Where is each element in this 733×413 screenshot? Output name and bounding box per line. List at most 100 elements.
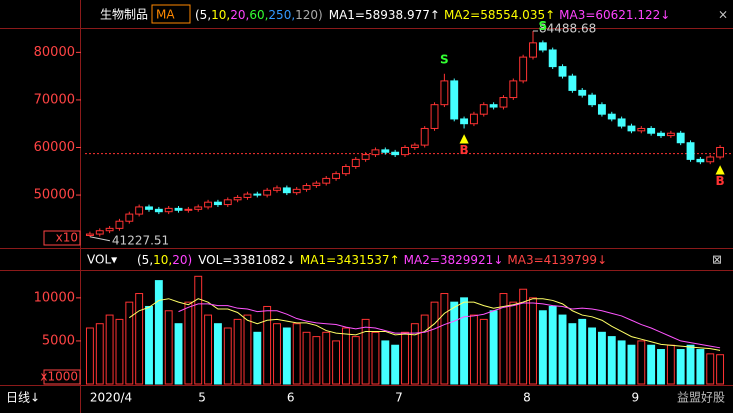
volume-bar: [627, 344, 636, 385]
ma-legend: (5,10,20,60,250,120) MA1=58938.977↑ MA2=58…: [195, 8, 670, 22]
volume-bar: [489, 310, 498, 385]
volume-bar: [519, 288, 528, 385]
candle-body: [479, 104, 488, 115]
volume-bar: [529, 297, 537, 385]
candle-body: [213, 201, 222, 206]
candle-body: [617, 118, 626, 127]
close-icon[interactable]: ×: [718, 8, 728, 22]
y-tick-label: 5000: [42, 333, 75, 348]
volume-bar: [253, 331, 262, 385]
candle-body: [637, 127, 646, 132]
legend-item: 10,: [153, 253, 172, 267]
candle-body: [440, 80, 449, 106]
indicator-box[interactable]: [151, 4, 191, 24]
volume-bar: [401, 331, 409, 385]
candle-body: [588, 94, 597, 106]
candle-body: [548, 49, 557, 68]
candle-body: [204, 201, 213, 208]
volume-bar: [105, 314, 114, 385]
multiplier-box: [43, 369, 81, 385]
candle-body: [666, 132, 675, 137]
volume-bar: [174, 323, 183, 385]
candle-body: [460, 118, 469, 125]
signal-arrow: ▲: [715, 162, 725, 176]
candle-body: [154, 208, 163, 213]
volume-bar: [194, 275, 203, 385]
volume-bar: [706, 353, 715, 385]
multiplier-box: [43, 230, 81, 246]
volume-bar: [145, 305, 153, 385]
candle-body: [164, 207, 173, 213]
candle-body: [696, 158, 705, 163]
candle-body: [371, 149, 380, 156]
period-selector[interactable]: 日线↓: [6, 391, 40, 405]
volume-ma-line: [178, 302, 721, 349]
legend-item: 250,: [268, 8, 295, 22]
stock-name: 生物制品: [100, 8, 148, 22]
volume-bar: [125, 301, 134, 385]
candle-body: [529, 42, 537, 58]
min-label: 41227.51: [112, 233, 169, 247]
candle-body: [322, 177, 331, 184]
volume-bar: [696, 349, 705, 385]
volume-bar: [578, 318, 587, 385]
volume-bar: [273, 323, 281, 385]
volume-bar: [637, 340, 646, 385]
volume-bar: [558, 314, 567, 385]
volume-bar: [509, 301, 518, 385]
volume-bar: [154, 280, 163, 385]
candle-body: [381, 149, 390, 153]
volume-bar: [332, 340, 341, 385]
volume-bar: [233, 318, 242, 385]
indicator[interactable]: MA: [156, 8, 175, 22]
candle-body: [125, 213, 134, 222]
legend-item: 120): [295, 8, 323, 22]
vol-indicator[interactable]: VOL▾: [87, 253, 117, 267]
volume-bar: [85, 327, 94, 385]
volume-bar: [597, 331, 606, 385]
x-tick-label: 8: [523, 391, 531, 405]
candle-body: [273, 187, 281, 191]
candle-body: [706, 156, 715, 163]
candle-body: [282, 187, 291, 194]
volume-bar: [95, 323, 104, 385]
x-tick-label: 7: [395, 391, 403, 405]
volume-bar: [243, 314, 252, 385]
candle-body: [145, 206, 153, 210]
volume-bar: [292, 323, 301, 385]
volume-bar: [607, 336, 616, 385]
candle-body: [233, 196, 242, 201]
candle-body: [115, 220, 124, 229]
volume-bar: [450, 301, 459, 385]
candle-body: [351, 158, 360, 168]
legend-item: MA2=58554.035↑: [444, 8, 555, 22]
candle-body: [627, 125, 636, 132]
volume-bar: [440, 293, 449, 385]
legend-item: VOL=3381082↓: [198, 253, 296, 267]
x-tick-label: 6: [287, 391, 295, 405]
y-tick-label: 60000: [34, 140, 75, 155]
candle-body: [223, 199, 232, 206]
candle-body: [105, 227, 114, 232]
legend-item: MA3=4139799↓: [507, 253, 607, 267]
volume-bar: [588, 327, 597, 385]
volume-bar: [213, 323, 222, 385]
candle-body: [489, 104, 498, 108]
max-label: 84488.68: [539, 22, 596, 36]
volume-bar: [647, 344, 656, 385]
volume-bar: [420, 314, 429, 385]
close-icon[interactable]: ⊠: [712, 253, 722, 267]
signal: S: [539, 19, 548, 33]
volume-bar: [115, 318, 124, 385]
candle-body: [420, 127, 429, 146]
candle-body: [135, 206, 144, 215]
candle-body: [184, 208, 193, 211]
signal: B: [715, 174, 724, 188]
volume-bar: [312, 336, 321, 385]
candle-body: [686, 142, 695, 160]
min-pointer: [89, 236, 111, 242]
legend-item: (5,: [195, 8, 211, 22]
candle-body: [401, 146, 409, 156]
candle-body: [450, 80, 459, 120]
